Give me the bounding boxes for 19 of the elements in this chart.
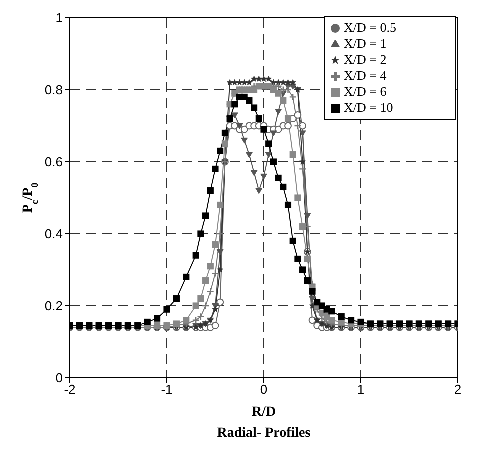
legend-label: X/D = 0.5 bbox=[344, 20, 396, 35]
y-tick-label: 0.8 bbox=[44, 82, 63, 98]
x-tick-label: 0 bbox=[260, 382, 268, 398]
y-tick-label: 0 bbox=[56, 370, 63, 386]
y-tick-label: 0.6 bbox=[44, 154, 63, 170]
x-tick-label: -1 bbox=[161, 382, 173, 398]
x-tick-label: 1 bbox=[357, 382, 365, 398]
legend-label: X/D = 4 bbox=[344, 68, 387, 83]
legend-label: X/D = 6 bbox=[344, 84, 387, 99]
legend-label: X/D = 1 bbox=[344, 36, 387, 51]
x-tick-label: 2 bbox=[454, 382, 462, 398]
y-tick-label: 1 bbox=[56, 10, 63, 26]
y-tick-label: 0.4 bbox=[44, 226, 63, 242]
x-axis-title: R/D bbox=[252, 405, 276, 420]
legend-label: X/D = 2 bbox=[344, 52, 387, 67]
text: Radial- Profiles bbox=[216, 426, 312, 442]
x-tick-label: -2 bbox=[64, 382, 76, 398]
y-tick-label: 0.2 bbox=[44, 298, 63, 314]
legend-label: X/D = 10 bbox=[344, 100, 394, 115]
